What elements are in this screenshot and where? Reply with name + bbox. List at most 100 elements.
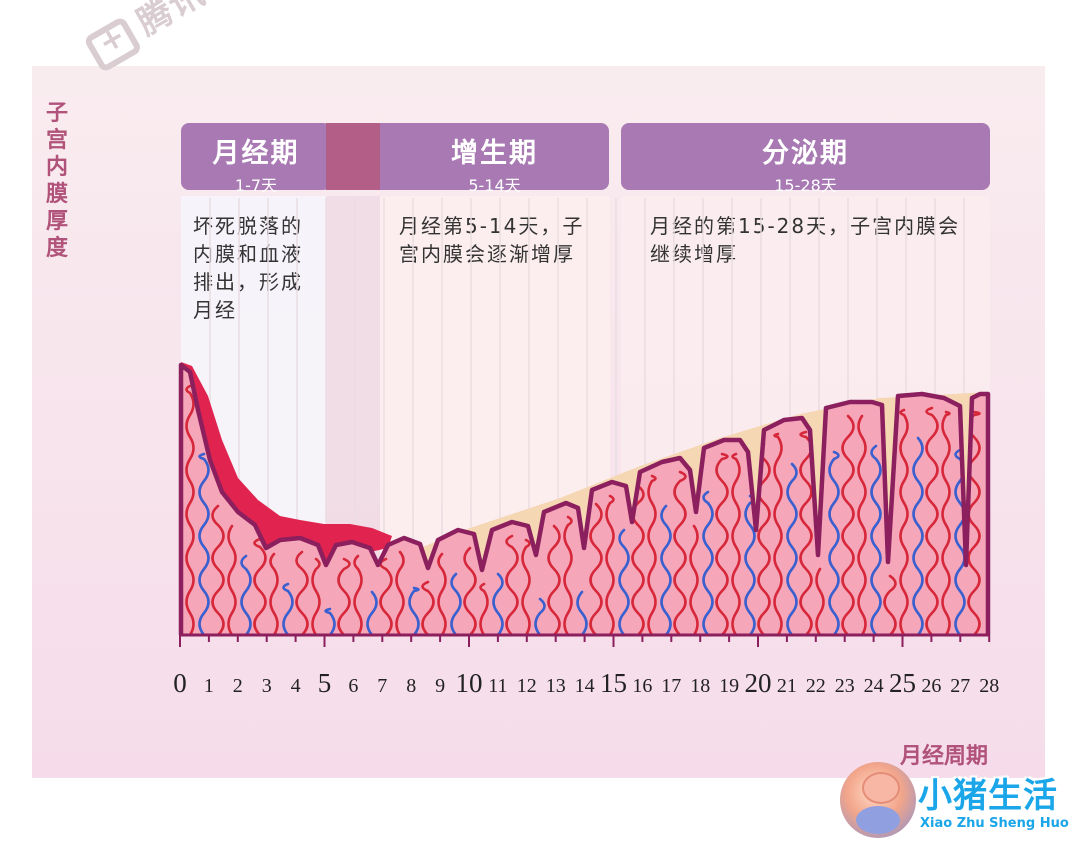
artery-line [941, 410, 951, 635]
description-proliferative: 月经第5-14天，子宫内膜会逐渐增厚 [399, 214, 585, 266]
artery-line [547, 524, 561, 635]
vein-line [660, 504, 672, 635]
vein-line [282, 582, 294, 635]
pig-mascot-icon [840, 762, 916, 838]
x-tick-label: 9 [435, 675, 445, 697]
x-tick-label: 8 [406, 675, 416, 697]
artery-line [395, 550, 405, 635]
blood-vessels [185, 384, 981, 635]
artery-line [605, 494, 615, 635]
vein-line [240, 554, 252, 635]
x-tick-label: 0 [173, 668, 187, 698]
artery-line [647, 474, 657, 635]
logo-name: 小猪生活 [918, 776, 1058, 816]
phase-name: 月经期 [212, 138, 300, 169]
x-axis-ticks: 0 1 2 3 4 5 6 7 8 9 10 11 12 13 14 15 16 17 18 19 20 21 22 23 24… [173, 635, 999, 698]
phase-name: 增生期 [451, 138, 538, 169]
endometrium-outline [178, 362, 991, 635]
x-tick-label: 14 [575, 675, 595, 697]
artery-line [925, 406, 939, 635]
x-tick-label: 15 [600, 668, 627, 698]
artery-line [521, 538, 531, 635]
vein-line [198, 452, 210, 635]
artery-line [899, 408, 909, 635]
artery-line [505, 534, 519, 635]
vein-line [324, 607, 336, 635]
x-tick-label: 12 [517, 675, 537, 697]
x-tick-label: 21 [777, 675, 797, 697]
x-tick-label: 1 [204, 675, 214, 697]
artery-line [463, 546, 477, 635]
artery-line [227, 524, 237, 635]
artery-line [379, 557, 393, 635]
artery-line [841, 414, 855, 635]
x-tick-label: 16 [632, 675, 652, 697]
artery-line [563, 515, 573, 635]
artery-line [673, 470, 687, 635]
x-tick-label: 20 [745, 668, 772, 698]
x-tick-label: 3 [262, 675, 272, 697]
vein-line [366, 590, 378, 635]
vein-line [702, 490, 714, 635]
description-secretory: 月经的第15-28天，子宫内膜会继续增厚 [650, 214, 961, 266]
phase-range: 5-14天 [468, 176, 521, 195]
phase-secretory: 分泌期 15-28天 [621, 123, 990, 195]
artery-line [295, 550, 309, 635]
artery-line [857, 414, 867, 635]
y-axis-title: 子宫内膜厚度 [45, 101, 68, 261]
vein-line [786, 462, 798, 635]
artery-line [589, 502, 603, 635]
vein-line [492, 572, 504, 635]
x-tick-label: 5 [318, 668, 332, 698]
vein-line [618, 528, 630, 635]
artery-line [311, 557, 321, 635]
artery-line [269, 552, 279, 635]
artery-line [715, 452, 729, 635]
phase-name: 分泌期 [762, 138, 849, 169]
artery-line [337, 557, 351, 635]
artery-line [421, 580, 435, 635]
x-tick-label: 24 [864, 675, 884, 697]
vein-line [870, 444, 882, 635]
phase-overlap [326, 123, 380, 190]
x-tick-label: 25 [889, 668, 916, 698]
vein-line [912, 436, 924, 635]
artery-line [185, 384, 195, 635]
x-tick-label: 28 [979, 675, 999, 697]
description-menstrual: 坏死脱落的内膜和血液排出，形成月经 [193, 214, 303, 322]
artery-line [883, 574, 897, 635]
phase-range: 15-28天 [774, 176, 837, 195]
artery-line [211, 504, 225, 635]
vein-line [828, 450, 840, 635]
artery-line [353, 554, 363, 635]
artery-line [815, 567, 825, 635]
x-tick-label: 27 [950, 675, 970, 697]
x-axis-title: 月经周期 [900, 744, 989, 769]
phase-menstrual: 月经期 1-7天 [181, 123, 331, 195]
x-tick-label: 13 [546, 675, 566, 697]
x-tick-label: 4 [291, 675, 301, 697]
x-tick-label: 10 [456, 668, 483, 698]
x-tick-label: 19 [719, 675, 739, 697]
x-tick-label: 11 [488, 675, 507, 697]
x-tick-label: 23 [835, 675, 855, 697]
x-tick-label: 7 [377, 675, 387, 697]
x-tick-label: 17 [661, 675, 681, 697]
vein-line [534, 597, 546, 635]
logo-subtitle: Xiao Zhu Sheng Huo [920, 816, 1069, 831]
vein-line [450, 572, 462, 635]
vein-line [744, 494, 756, 635]
artery-line [437, 552, 447, 635]
artery-line [773, 432, 783, 635]
artery-line [757, 442, 771, 635]
artery-line [731, 452, 741, 635]
x-tick-label: 22 [806, 675, 826, 697]
artery-line [253, 537, 267, 635]
vein-line [408, 586, 420, 635]
artery-line [479, 582, 489, 635]
shedding-blood [181, 362, 392, 566]
x-tick-label: 2 [233, 675, 243, 697]
x-tick-label: 26 [921, 675, 941, 697]
vein-line [576, 590, 588, 635]
